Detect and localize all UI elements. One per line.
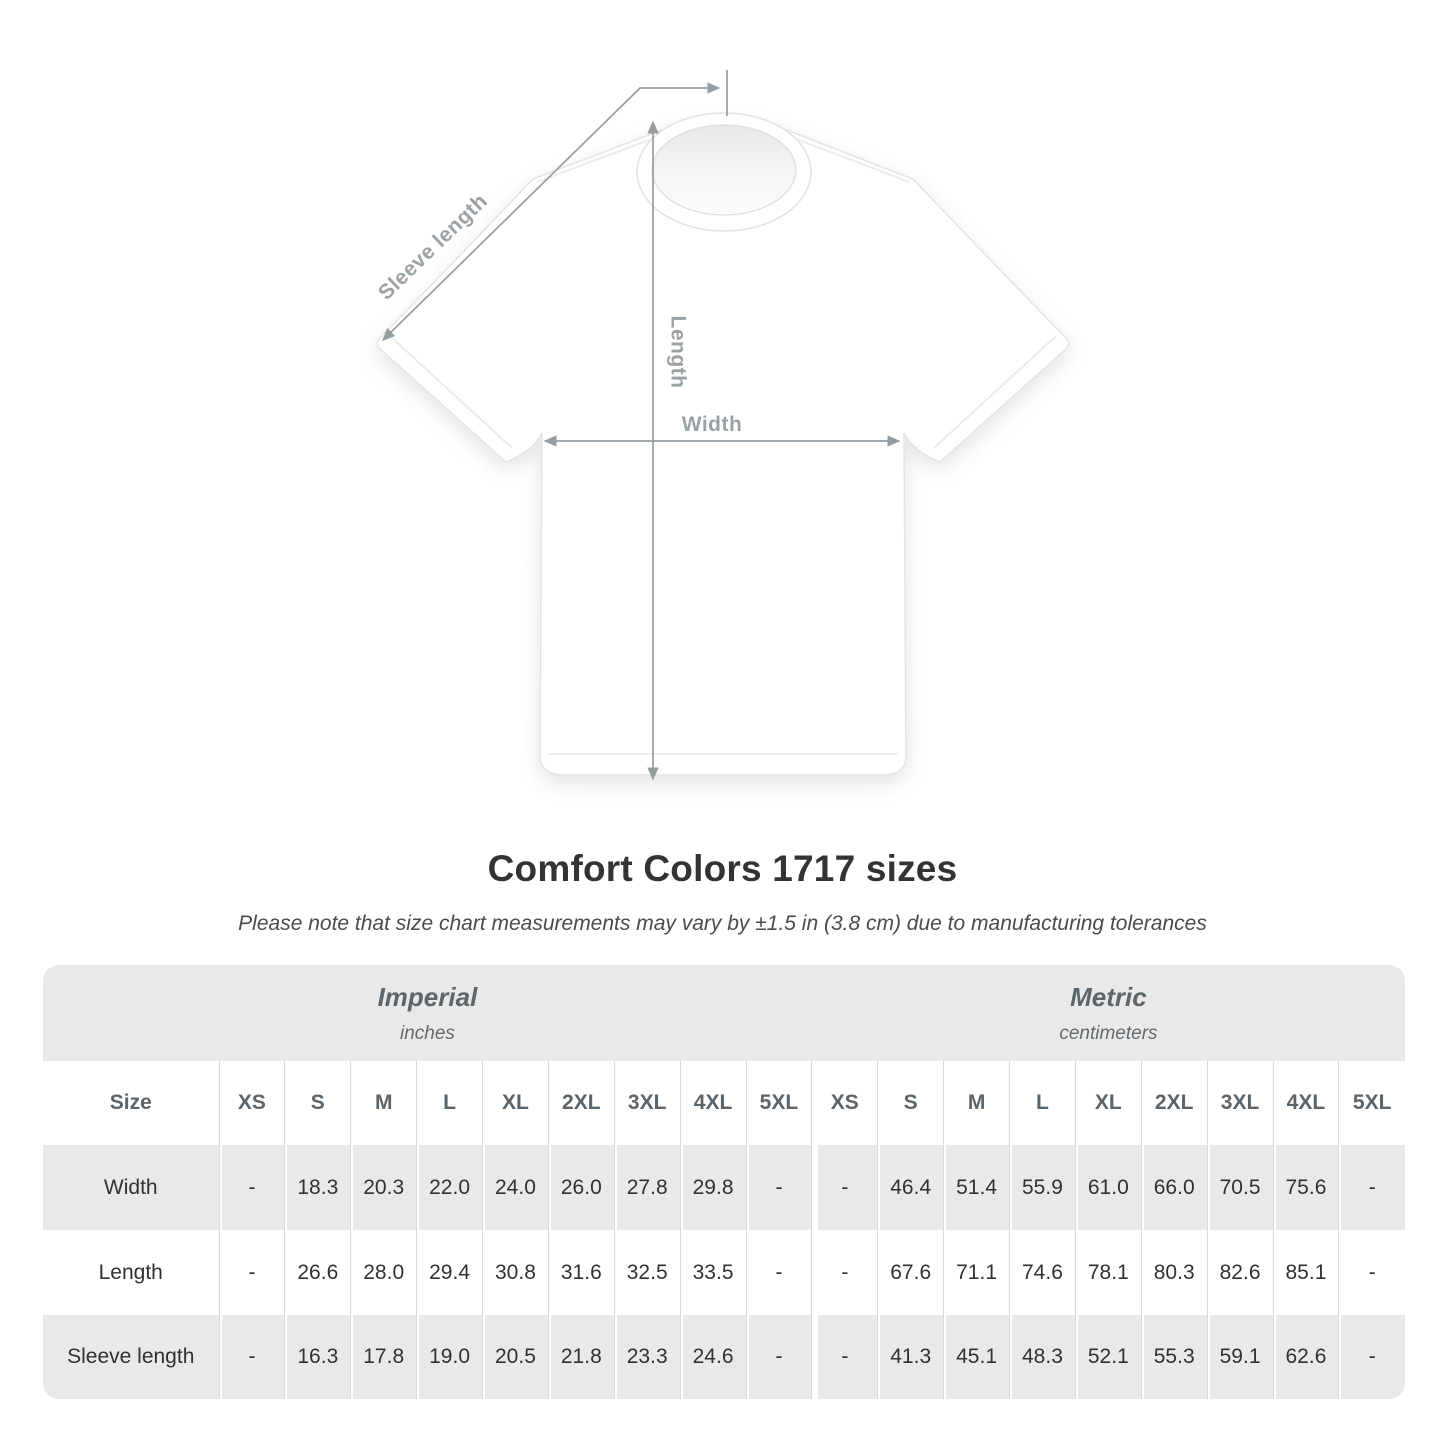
size-col-header: S [877, 1061, 944, 1145]
size-value-cell: - [218, 1145, 285, 1230]
size-value-cell: - [745, 1230, 812, 1315]
size-value-cell: 80.3 [1140, 1230, 1208, 1315]
size-col-header: L [1009, 1061, 1076, 1145]
size-col-header: XS [218, 1061, 285, 1145]
size-col-header: 3XL [1206, 1061, 1273, 1145]
size-value-cell: 85.1 [1272, 1230, 1339, 1315]
length-row: Length - 26.6 28.0 29.4 30.8 31.6 32.5 3… [43, 1230, 1405, 1315]
size-value-cell: 16.3 [284, 1315, 351, 1399]
measure-row-label: Length [98, 1260, 163, 1284]
size-value-cell: 24.0 [482, 1145, 549, 1230]
size-value-cell: 71.1 [943, 1230, 1010, 1315]
size-col-header: 3XL [613, 1061, 681, 1145]
length-label: Length [667, 316, 690, 389]
size-value-cell: 22.0 [416, 1145, 483, 1230]
size-value-cell: 29.4 [416, 1230, 483, 1315]
size-col-header: L [416, 1061, 483, 1145]
size-value-cell: 41.3 [877, 1315, 944, 1399]
size-value-cell: - [811, 1145, 878, 1230]
size-col-header: M [943, 1061, 1010, 1145]
size-col-header: 4XL [1272, 1061, 1339, 1145]
imperial-group-name: Imperial [377, 981, 478, 1012]
size-value-cell: 59.1 [1206, 1315, 1273, 1399]
size-col-header: 5XL [1338, 1061, 1405, 1145]
size-value-cell: 70.5 [1206, 1145, 1273, 1230]
size-table: Imperial inches Metric centimeters Size … [43, 965, 1405, 1399]
size-col-header: XS [811, 1061, 878, 1145]
size-value-cell: 31.6 [547, 1230, 615, 1315]
unit-group-row: Imperial inches Metric centimeters [43, 965, 1405, 1061]
size-value-cell: 61.0 [1074, 1145, 1142, 1230]
size-value-cell: 27.8 [613, 1145, 681, 1230]
size-value-cell: - [1338, 1230, 1405, 1315]
size-header-row: Size XS S M L XL 2XL 3XL 4XL 5XL XS S M … [43, 1061, 1405, 1145]
size-value-cell: - [745, 1315, 812, 1399]
measurement-arrows [382, 70, 901, 781]
size-value-cell: 28.0 [350, 1230, 417, 1315]
size-value-cell: 46.4 [877, 1145, 944, 1230]
size-value-cell: - [811, 1230, 878, 1315]
neck-opening [651, 124, 797, 216]
size-col-header: 2XL [547, 1061, 615, 1145]
metric-group-unit: centimeters [1059, 1022, 1158, 1044]
size-value-cell: - [218, 1315, 285, 1399]
size-value-cell: - [745, 1145, 812, 1230]
size-value-cell: 33.5 [679, 1230, 746, 1315]
size-value-cell: 78.1 [1074, 1230, 1142, 1315]
size-value-cell: 67.6 [877, 1230, 944, 1315]
metric-group-header: Metric centimeters [811, 965, 1405, 1061]
size-value-cell: 30.8 [482, 1230, 549, 1315]
size-value-cell: 19.0 [416, 1315, 483, 1399]
size-value-cell: 62.6 [1272, 1315, 1339, 1399]
sleeve-length-row: Sleeve length - 16.3 17.8 19.0 20.5 21.8… [43, 1315, 1405, 1399]
size-value-cell: 55.3 [1140, 1315, 1208, 1399]
measure-row-label: Width [43, 1145, 219, 1230]
size-col-header: S [284, 1061, 351, 1145]
size-value-cell: 55.9 [1009, 1145, 1076, 1230]
size-value-cell: 74.6 [1009, 1230, 1076, 1315]
size-col-header: M [350, 1061, 417, 1145]
size-value-cell: 66.0 [1140, 1145, 1208, 1230]
size-col-header: XL [482, 1061, 549, 1145]
size-value-cell: 32.5 [613, 1230, 681, 1315]
imperial-group-header: Imperial inches [43, 965, 812, 1061]
size-value-cell: - [1338, 1315, 1405, 1399]
width-row: Width - 18.3 20.3 22.0 24.0 26.0 27.8 29… [43, 1145, 1405, 1230]
tolerance-note: Please note that size chart measurements… [238, 912, 1207, 935]
size-value-cell: 29.8 [679, 1145, 746, 1230]
tshirt-measurement-diagram: Sleeve length Length Width [374, 70, 1070, 781]
size-value-cell: 23.3 [613, 1315, 681, 1399]
size-value-cell: 52.1 [1074, 1315, 1142, 1399]
width-label: Width [682, 413, 743, 436]
size-value-cell: - [218, 1230, 285, 1315]
size-col-header: 4XL [679, 1061, 746, 1145]
size-value-cell: 45.1 [943, 1315, 1010, 1399]
size-value-cell: 18.3 [284, 1145, 351, 1230]
sleeve-length-arrow [382, 82, 721, 341]
size-col-header: XL [1074, 1061, 1142, 1145]
size-value-cell: 21.8 [547, 1315, 615, 1399]
size-value-cell: 20.5 [482, 1315, 549, 1399]
cuff-stitches [389, 335, 1057, 449]
size-value-cell: 17.8 [350, 1315, 417, 1399]
size-value-cell: 24.6 [679, 1315, 746, 1399]
size-col-header: 5XL [745, 1061, 812, 1145]
size-value-cell: 26.6 [284, 1230, 351, 1315]
size-value-cell: - [1338, 1145, 1405, 1230]
size-table-card: Imperial inches Metric centimeters Size … [43, 965, 1405, 1399]
size-value-cell: 48.3 [1009, 1315, 1076, 1399]
size-value-cell: 75.6 [1272, 1145, 1339, 1230]
size-col-header: 2XL [1140, 1061, 1208, 1145]
measure-row-label: Sleeve length [43, 1315, 219, 1399]
size-value-cell: 82.6 [1206, 1230, 1273, 1315]
metric-group-name: Metric [1070, 981, 1147, 1012]
size-value-cell: 51.4 [943, 1145, 1010, 1230]
page-title: Comfort Colors 1717 sizes [487, 848, 958, 889]
size-value-cell: 20.3 [350, 1145, 417, 1230]
size-value-cell: - [811, 1315, 878, 1399]
size-value-cell: 26.0 [547, 1145, 615, 1230]
size-corner-label: Size [109, 1091, 152, 1114]
imperial-group-unit: inches [399, 1022, 455, 1044]
